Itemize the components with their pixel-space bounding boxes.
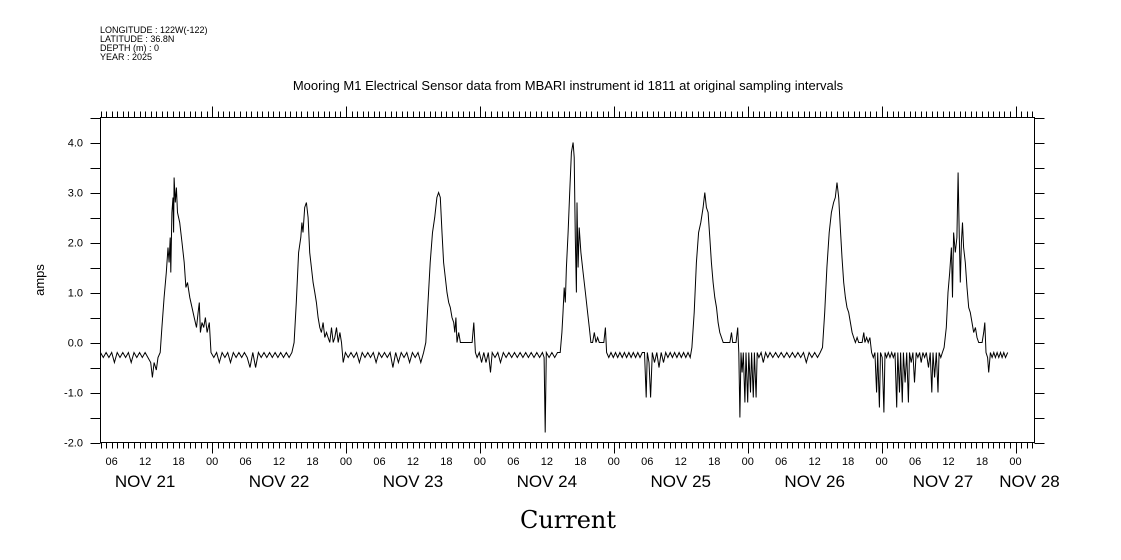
depth-label: DEPTH (m) : 0	[100, 43, 160, 53]
date-label: NOV 24	[517, 472, 577, 491]
x-tick-label: 00	[875, 456, 887, 468]
date-label: NOV 28	[999, 472, 1059, 491]
x-tick-label: 00	[340, 456, 352, 468]
y-tick-label: 0.0	[68, 338, 83, 350]
x-tick-label: 06	[106, 456, 118, 468]
y-tick-label: -1.0	[64, 388, 83, 400]
y-tick-label: 4.0	[68, 138, 83, 150]
x-tick-label: 12	[273, 456, 285, 468]
x-tick-label: 12	[809, 456, 821, 468]
x-tick-label: 06	[373, 456, 385, 468]
plot-frame	[100, 117, 1035, 443]
x-tick-label: 12	[407, 456, 419, 468]
x-tick-label: 18	[842, 456, 854, 468]
x-tick-label: 06	[641, 456, 653, 468]
x-tick-label: 00	[742, 456, 754, 468]
longitude-label: LONGITUDE : 122W(-122)	[100, 25, 208, 35]
x-tick-label: 18	[574, 456, 586, 468]
date-label: NOV 26	[784, 472, 844, 491]
year-label: YEAR : 2025	[100, 52, 153, 62]
date-label: NOV 22	[249, 472, 309, 491]
y-axis-label: amps	[32, 264, 47, 296]
y-tick-label: 3.0	[68, 188, 83, 200]
x-tick-label: 18	[976, 456, 988, 468]
y-tick-label: 1.0	[68, 288, 83, 300]
x-tick-label: 06	[775, 456, 787, 468]
x-tick-label: 06	[239, 456, 251, 468]
x-tick-label: 12	[942, 456, 954, 468]
x-tick-label: 18	[708, 456, 720, 468]
x-tick-label: 12	[675, 456, 687, 468]
date-label: NOV 21	[115, 472, 175, 491]
x-tick-label: 12	[139, 456, 151, 468]
chart-title: Mooring M1 Electrical Sensor data from M…	[293, 78, 844, 93]
x-tick-label: 00	[1009, 456, 1021, 468]
date-label: NOV 27	[913, 472, 973, 491]
x-tick-label: 06	[507, 456, 519, 468]
latitude-label: LATITUDE : 36.8N	[100, 34, 175, 44]
x-tick-label: 00	[206, 456, 218, 468]
y-tick-label: 2.0	[68, 238, 83, 250]
date-label: NOV 23	[383, 472, 443, 491]
x-tick-label: 00	[608, 456, 620, 468]
x-tick-label: 18	[440, 456, 452, 468]
x-tick-label: 18	[172, 456, 184, 468]
x-tick-label: 06	[909, 456, 921, 468]
x-tick-label: 12	[541, 456, 553, 468]
series-line-current	[100, 142, 1009, 433]
x-axis-label: Current	[520, 506, 616, 534]
y-tick-label: -2.0	[64, 438, 83, 450]
date-label: NOV 25	[651, 472, 711, 491]
metadata-block: LONGITUDE : 122W(-122) LATITUDE : 36.8N …	[100, 26, 208, 62]
x-tick-label: 00	[474, 456, 486, 468]
x-tick-label: 18	[306, 456, 318, 468]
